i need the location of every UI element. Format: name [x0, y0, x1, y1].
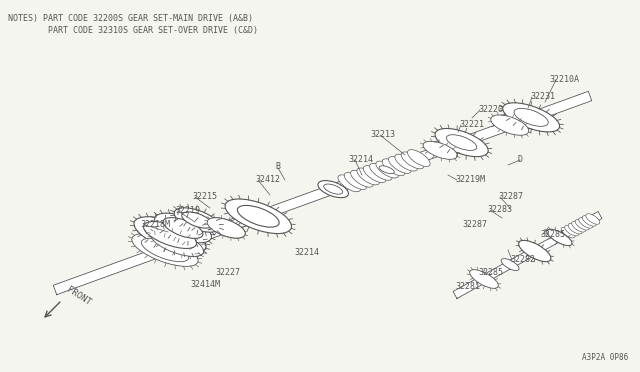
Ellipse shape — [395, 154, 417, 171]
Text: 32210A: 32210A — [549, 75, 579, 84]
Text: 32214: 32214 — [294, 248, 319, 257]
Ellipse shape — [401, 152, 424, 169]
Ellipse shape — [182, 212, 212, 228]
Ellipse shape — [150, 230, 204, 256]
Ellipse shape — [364, 166, 386, 183]
Ellipse shape — [586, 214, 600, 224]
Polygon shape — [453, 212, 602, 298]
Ellipse shape — [572, 221, 586, 232]
Ellipse shape — [379, 166, 394, 174]
Ellipse shape — [575, 219, 589, 230]
Ellipse shape — [207, 218, 245, 238]
Text: FRONT: FRONT — [65, 285, 92, 307]
Text: 32281: 32281 — [455, 282, 480, 291]
Polygon shape — [53, 91, 592, 295]
Ellipse shape — [435, 128, 488, 157]
Ellipse shape — [568, 224, 582, 234]
Text: 32231: 32231 — [530, 92, 555, 101]
Ellipse shape — [174, 208, 220, 232]
Ellipse shape — [344, 173, 367, 189]
Text: 32287: 32287 — [462, 220, 487, 229]
Ellipse shape — [357, 168, 380, 185]
Text: 32285: 32285 — [478, 268, 503, 277]
Text: 32227: 32227 — [215, 268, 240, 277]
Text: 32285: 32285 — [540, 230, 565, 239]
Text: 32287: 32287 — [498, 192, 523, 201]
Ellipse shape — [214, 221, 239, 234]
Ellipse shape — [564, 225, 579, 236]
Text: 32214: 32214 — [348, 155, 373, 164]
Ellipse shape — [154, 213, 211, 243]
Text: 32221: 32221 — [459, 120, 484, 129]
Text: NOTES) PART CODE 32200S GEAR SET-MAIN DRIVE (A&B): NOTES) PART CODE 32200S GEAR SET-MAIN DR… — [8, 14, 253, 23]
Text: 32414M: 32414M — [190, 280, 220, 289]
Ellipse shape — [470, 270, 499, 288]
Text: B: B — [275, 162, 280, 171]
Ellipse shape — [514, 108, 548, 126]
Ellipse shape — [225, 199, 291, 234]
Text: 32282: 32282 — [510, 255, 535, 264]
Ellipse shape — [163, 218, 203, 238]
Ellipse shape — [501, 259, 519, 270]
Ellipse shape — [318, 180, 348, 198]
Ellipse shape — [447, 135, 477, 150]
Text: A3P2A 0P86: A3P2A 0P86 — [582, 353, 628, 362]
Ellipse shape — [376, 161, 399, 178]
Ellipse shape — [491, 115, 529, 135]
Text: D: D — [518, 155, 523, 164]
Text: 32215: 32215 — [192, 192, 217, 201]
Ellipse shape — [338, 175, 360, 192]
Ellipse shape — [408, 150, 430, 167]
Text: 32213: 32213 — [370, 130, 395, 139]
Text: 32220: 32220 — [478, 105, 503, 114]
Ellipse shape — [547, 230, 572, 246]
Ellipse shape — [141, 238, 189, 262]
Ellipse shape — [382, 159, 405, 176]
Text: 32219M: 32219M — [455, 175, 485, 184]
Text: 32218M: 32218M — [140, 220, 170, 229]
Text: PART CODE 32310S GEAR SET-OVER DRIVE (C&D): PART CODE 32310S GEAR SET-OVER DRIVE (C&… — [8, 26, 258, 35]
Ellipse shape — [502, 103, 559, 132]
Text: 32219: 32219 — [175, 206, 200, 215]
Ellipse shape — [132, 234, 198, 266]
Ellipse shape — [518, 240, 551, 262]
Text: 32412: 32412 — [255, 175, 280, 184]
Ellipse shape — [369, 163, 392, 180]
Ellipse shape — [388, 157, 411, 173]
Ellipse shape — [582, 216, 596, 226]
Ellipse shape — [237, 205, 279, 227]
Ellipse shape — [150, 230, 204, 256]
Ellipse shape — [324, 184, 342, 194]
Ellipse shape — [547, 230, 572, 246]
Ellipse shape — [143, 222, 196, 248]
Ellipse shape — [561, 227, 575, 238]
Ellipse shape — [423, 141, 458, 159]
Text: 32283: 32283 — [487, 205, 512, 214]
Ellipse shape — [134, 217, 206, 253]
Ellipse shape — [351, 170, 373, 187]
Ellipse shape — [579, 218, 593, 228]
Ellipse shape — [207, 218, 245, 238]
